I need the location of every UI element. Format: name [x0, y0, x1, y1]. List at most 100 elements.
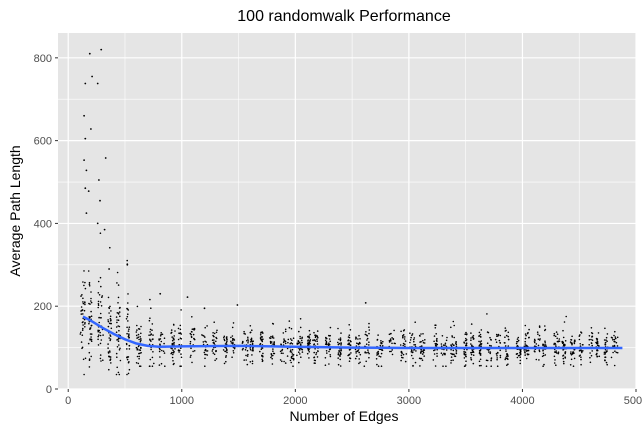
data-point [337, 327, 339, 330]
data-point [116, 356, 118, 359]
data-point [337, 357, 340, 359]
data-point [603, 353, 606, 355]
data-point [557, 352, 560, 355]
data-point [421, 350, 423, 353]
data-point [126, 326, 128, 329]
data-point [270, 356, 272, 359]
data-point [125, 318, 128, 320]
data-point [590, 327, 593, 329]
data-point [544, 354, 547, 356]
data-point [79, 333, 82, 335]
data-point [116, 271, 119, 274]
data-point [225, 356, 227, 358]
data-point [271, 363, 274, 365]
data-point [505, 334, 508, 337]
data-point [538, 350, 541, 353]
data-point [282, 352, 284, 355]
data-point [485, 365, 488, 368]
data-point [151, 356, 154, 359]
data-point [328, 335, 331, 337]
data-point [191, 316, 193, 318]
data-point [591, 350, 593, 352]
data-point [190, 347, 192, 350]
data-point [436, 352, 438, 355]
data-point [117, 371, 120, 374]
data-point [348, 324, 351, 326]
data-point [97, 344, 100, 346]
data-point [403, 338, 406, 340]
data-point [158, 364, 161, 366]
data-point [126, 315, 129, 318]
data-point [192, 350, 194, 353]
data-point [340, 342, 342, 344]
data-point [87, 270, 90, 272]
data-point [139, 336, 141, 338]
data-point [260, 337, 262, 339]
data-point [402, 336, 404, 338]
data-point [399, 344, 402, 346]
data-point [224, 350, 227, 353]
data-point [87, 342, 90, 345]
data-point-outlier [90, 128, 92, 130]
data-point [84, 287, 87, 290]
data-point [324, 339, 327, 342]
data-point [232, 352, 235, 354]
data-point [102, 334, 104, 336]
data-point [314, 362, 316, 365]
data-point [249, 331, 252, 334]
data-point [82, 324, 84, 326]
data-point [172, 353, 174, 356]
data-point [315, 353, 317, 356]
data-point [376, 352, 378, 354]
data-point [90, 340, 93, 343]
data-point [542, 350, 544, 352]
data-point [247, 340, 250, 342]
data-point [581, 350, 583, 353]
data-point [368, 341, 370, 344]
data-point [172, 349, 174, 352]
data-point [580, 363, 582, 366]
data-point [519, 359, 522, 362]
data-point [517, 339, 520, 342]
data-point [573, 357, 576, 360]
data-point [524, 324, 527, 327]
data-point [116, 282, 118, 284]
data-point [232, 322, 235, 324]
data-point [108, 350, 111, 352]
data-point [496, 351, 499, 354]
data-point [603, 339, 606, 341]
data-point [368, 356, 370, 359]
data-point [479, 333, 482, 336]
data-point [366, 339, 368, 341]
data-point [100, 285, 102, 288]
data-point [340, 344, 342, 346]
data-point [380, 342, 383, 344]
data-point [99, 342, 102, 345]
data-point [301, 351, 304, 353]
data-point [339, 353, 342, 356]
data-point [171, 339, 174, 342]
data-point [420, 333, 422, 335]
data-point [580, 356, 582, 359]
data-point [292, 353, 295, 356]
data-point [382, 340, 384, 343]
data-point [126, 358, 129, 361]
data-point [140, 338, 142, 340]
data-point [610, 356, 613, 359]
data-point [553, 355, 556, 358]
data-point [125, 343, 128, 346]
data-point [555, 350, 557, 352]
data-point [376, 363, 378, 366]
data-point [252, 347, 254, 349]
data-point-outlier [103, 228, 106, 231]
data-point [441, 335, 444, 337]
data-point [614, 337, 617, 340]
data-point [570, 339, 573, 341]
data-point [433, 353, 436, 355]
data-point [290, 355, 293, 358]
data-point [340, 350, 342, 352]
data-point [98, 329, 100, 332]
data-point [355, 352, 357, 354]
data-point [88, 359, 91, 362]
data-point [309, 333, 311, 336]
